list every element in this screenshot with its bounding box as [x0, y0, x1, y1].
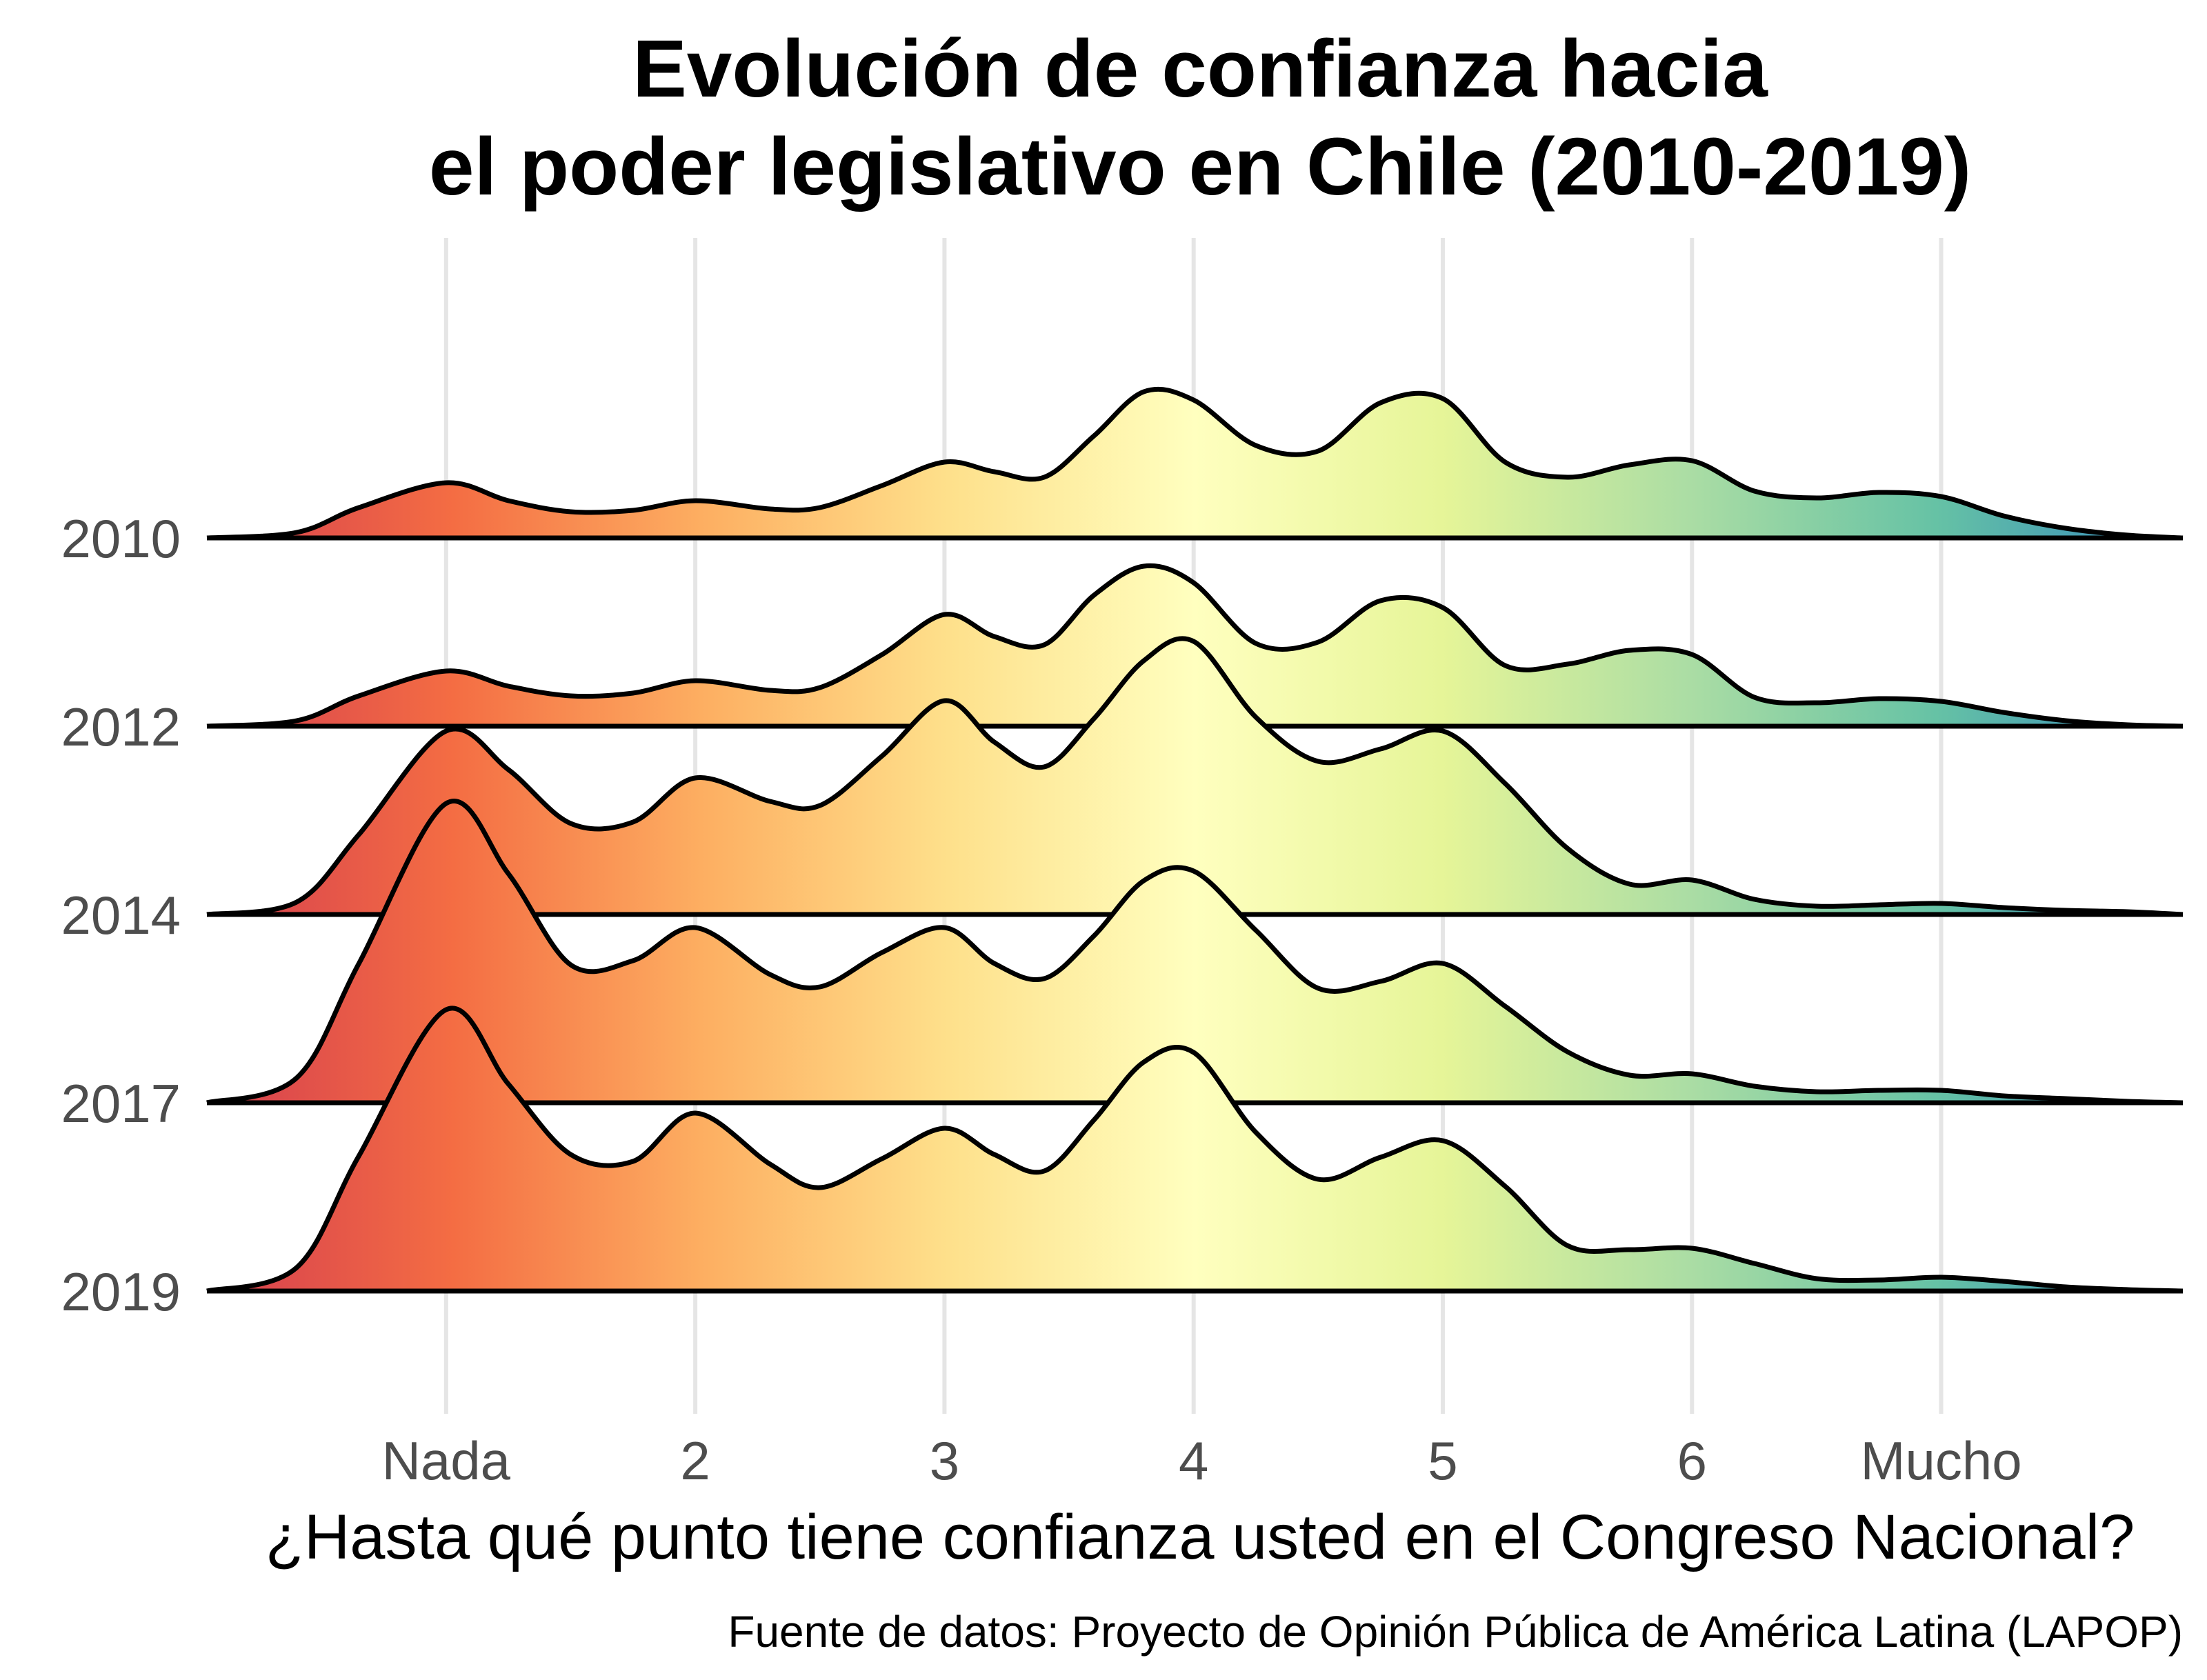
- x-tick-label: 2: [680, 1430, 710, 1491]
- chart-title-line-2: el poder legislativo en Chile (2010-2019…: [429, 121, 1971, 212]
- ridge-area-2019: [207, 1008, 2183, 1291]
- y-tick-label: 2012: [61, 697, 181, 757]
- ridge-area-2014: [207, 638, 2183, 914]
- x-tick-label: 3: [930, 1430, 959, 1491]
- y-tick-label: 2019: [61, 1261, 181, 1322]
- ridge-line-2010: [206, 386, 2184, 541]
- source-caption: Fuente de datos: Proyecto de Opinión Púb…: [728, 1607, 2183, 1657]
- ridge-2019: [206, 1006, 2184, 1294]
- x-tick-label: 6: [1677, 1430, 1707, 1491]
- y-axis: 2010 2012 2014 2017 2019: [61, 508, 181, 1322]
- x-tick-label: Mucho: [1860, 1430, 2021, 1491]
- ridge-area-2017: [207, 801, 2183, 1103]
- y-tick-label: 2014: [61, 885, 181, 946]
- x-tick-label: 5: [1428, 1430, 1457, 1491]
- chart-title-line-1: Evolución de confianza hacia: [632, 23, 1768, 114]
- ridge-area-2010: [207, 389, 2183, 538]
- ridge-2010: [206, 386, 2184, 541]
- ridge-line-2014: [206, 636, 2184, 917]
- ridges: [206, 386, 2184, 1294]
- ridge-line-2017: [206, 799, 2184, 1106]
- x-axis: Nada 2 3 4 5 6 Mucho: [382, 1430, 2022, 1491]
- ridge-line-2012: [206, 563, 2184, 729]
- x-axis-label: ¿Hasta qué punto tiene confianza usted e…: [266, 1502, 2135, 1572]
- ridge-line-2019: [206, 1006, 2184, 1294]
- y-tick-label: 2010: [61, 508, 181, 569]
- y-tick-label: 2017: [61, 1073, 181, 1134]
- x-tick-label: Nada: [382, 1430, 511, 1491]
- x-tick-label: 4: [1179, 1430, 1208, 1491]
